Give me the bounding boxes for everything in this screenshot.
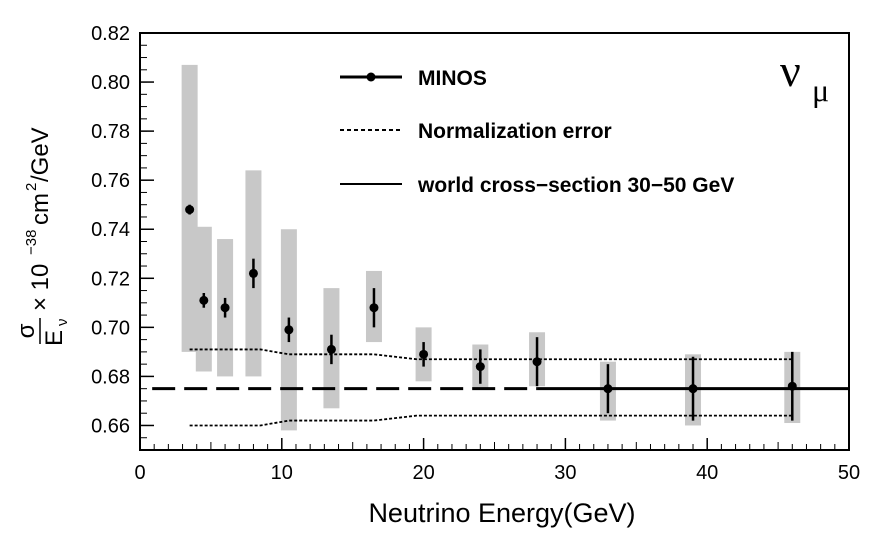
y-tick-label: 0.76: [91, 170, 130, 192]
y-axis-title-denominator: E: [41, 330, 68, 346]
normalization-error-upper: [189, 348, 793, 361]
y-axis-ticks: 0.66 0.68 0.70 0.72 0.74 0.76 0.78 0.80 0.82: [91, 23, 154, 451]
x-tick-label: 0: [134, 462, 145, 484]
data-point: [248, 268, 258, 278]
legend-minos-marker: [366, 72, 376, 82]
systematic-bands: [181, 64, 801, 431]
y-tick-label: 0.74: [91, 219, 130, 241]
data-point: [603, 384, 613, 394]
y-tick-label: 0.68: [91, 366, 130, 388]
data-point: [326, 344, 336, 354]
y-axis-title-exponent: −38: [23, 230, 40, 255]
y-tick-label: 0.66: [91, 415, 130, 437]
data-point: [787, 381, 797, 391]
data-point: [185, 205, 195, 215]
flavor-label-mu: μ: [812, 72, 829, 108]
y-tick-label: 0.78: [91, 121, 130, 143]
legend-label-minos: MINOS: [418, 67, 487, 90]
flavor-label: ν μ: [780, 45, 829, 108]
data-point: [532, 357, 542, 367]
x-tick-label: 40: [696, 462, 718, 484]
data-point: [369, 303, 379, 313]
y-tick-label: 0.80: [91, 72, 130, 94]
x-tick-label: 10: [271, 462, 293, 484]
legend-label-world: world cross−section 30−50 GeV: [417, 174, 734, 197]
data-point: [220, 303, 230, 313]
data-point: [475, 362, 485, 372]
x-tick-label: 30: [554, 462, 576, 484]
x-axis-title: Neutrino Energy(GeV): [368, 498, 635, 528]
data-point: [199, 295, 209, 305]
y-tick-label: 0.70: [91, 317, 130, 339]
data-point: [284, 325, 294, 335]
x-tick-label: 20: [412, 462, 434, 484]
y-axis-title-unit-tail: /GeV: [27, 127, 54, 182]
flavor-label-nu: ν: [780, 45, 801, 96]
normalization-error-lower: [189, 414, 793, 427]
x-axis-ticks: 0 10 20 30 40 50: [134, 438, 860, 484]
y-axis-title: σ E ν × 10 −38 cm 2 /GeV: [13, 127, 71, 346]
y-axis-title-times: × 10: [27, 264, 54, 311]
y-axis-title-denominator-sub: ν: [54, 319, 71, 327]
y-axis-title-numerator: σ: [13, 323, 40, 338]
data-points: [185, 204, 797, 421]
legend-label-normalization: Normalization error: [418, 120, 612, 143]
y-axis-title-unit: cm: [27, 193, 54, 225]
normalization-error-lines: [189, 348, 793, 427]
y-tick-label: 0.72: [91, 268, 130, 290]
y-axis-title-unit-exp: 2: [23, 183, 40, 191]
y-tick-label: 0.82: [91, 23, 130, 45]
legend: MINOS Normalization error world cross−se…: [340, 67, 734, 197]
data-point: [419, 349, 429, 359]
data-point: [688, 384, 698, 394]
x-tick-label: 50: [838, 462, 860, 484]
